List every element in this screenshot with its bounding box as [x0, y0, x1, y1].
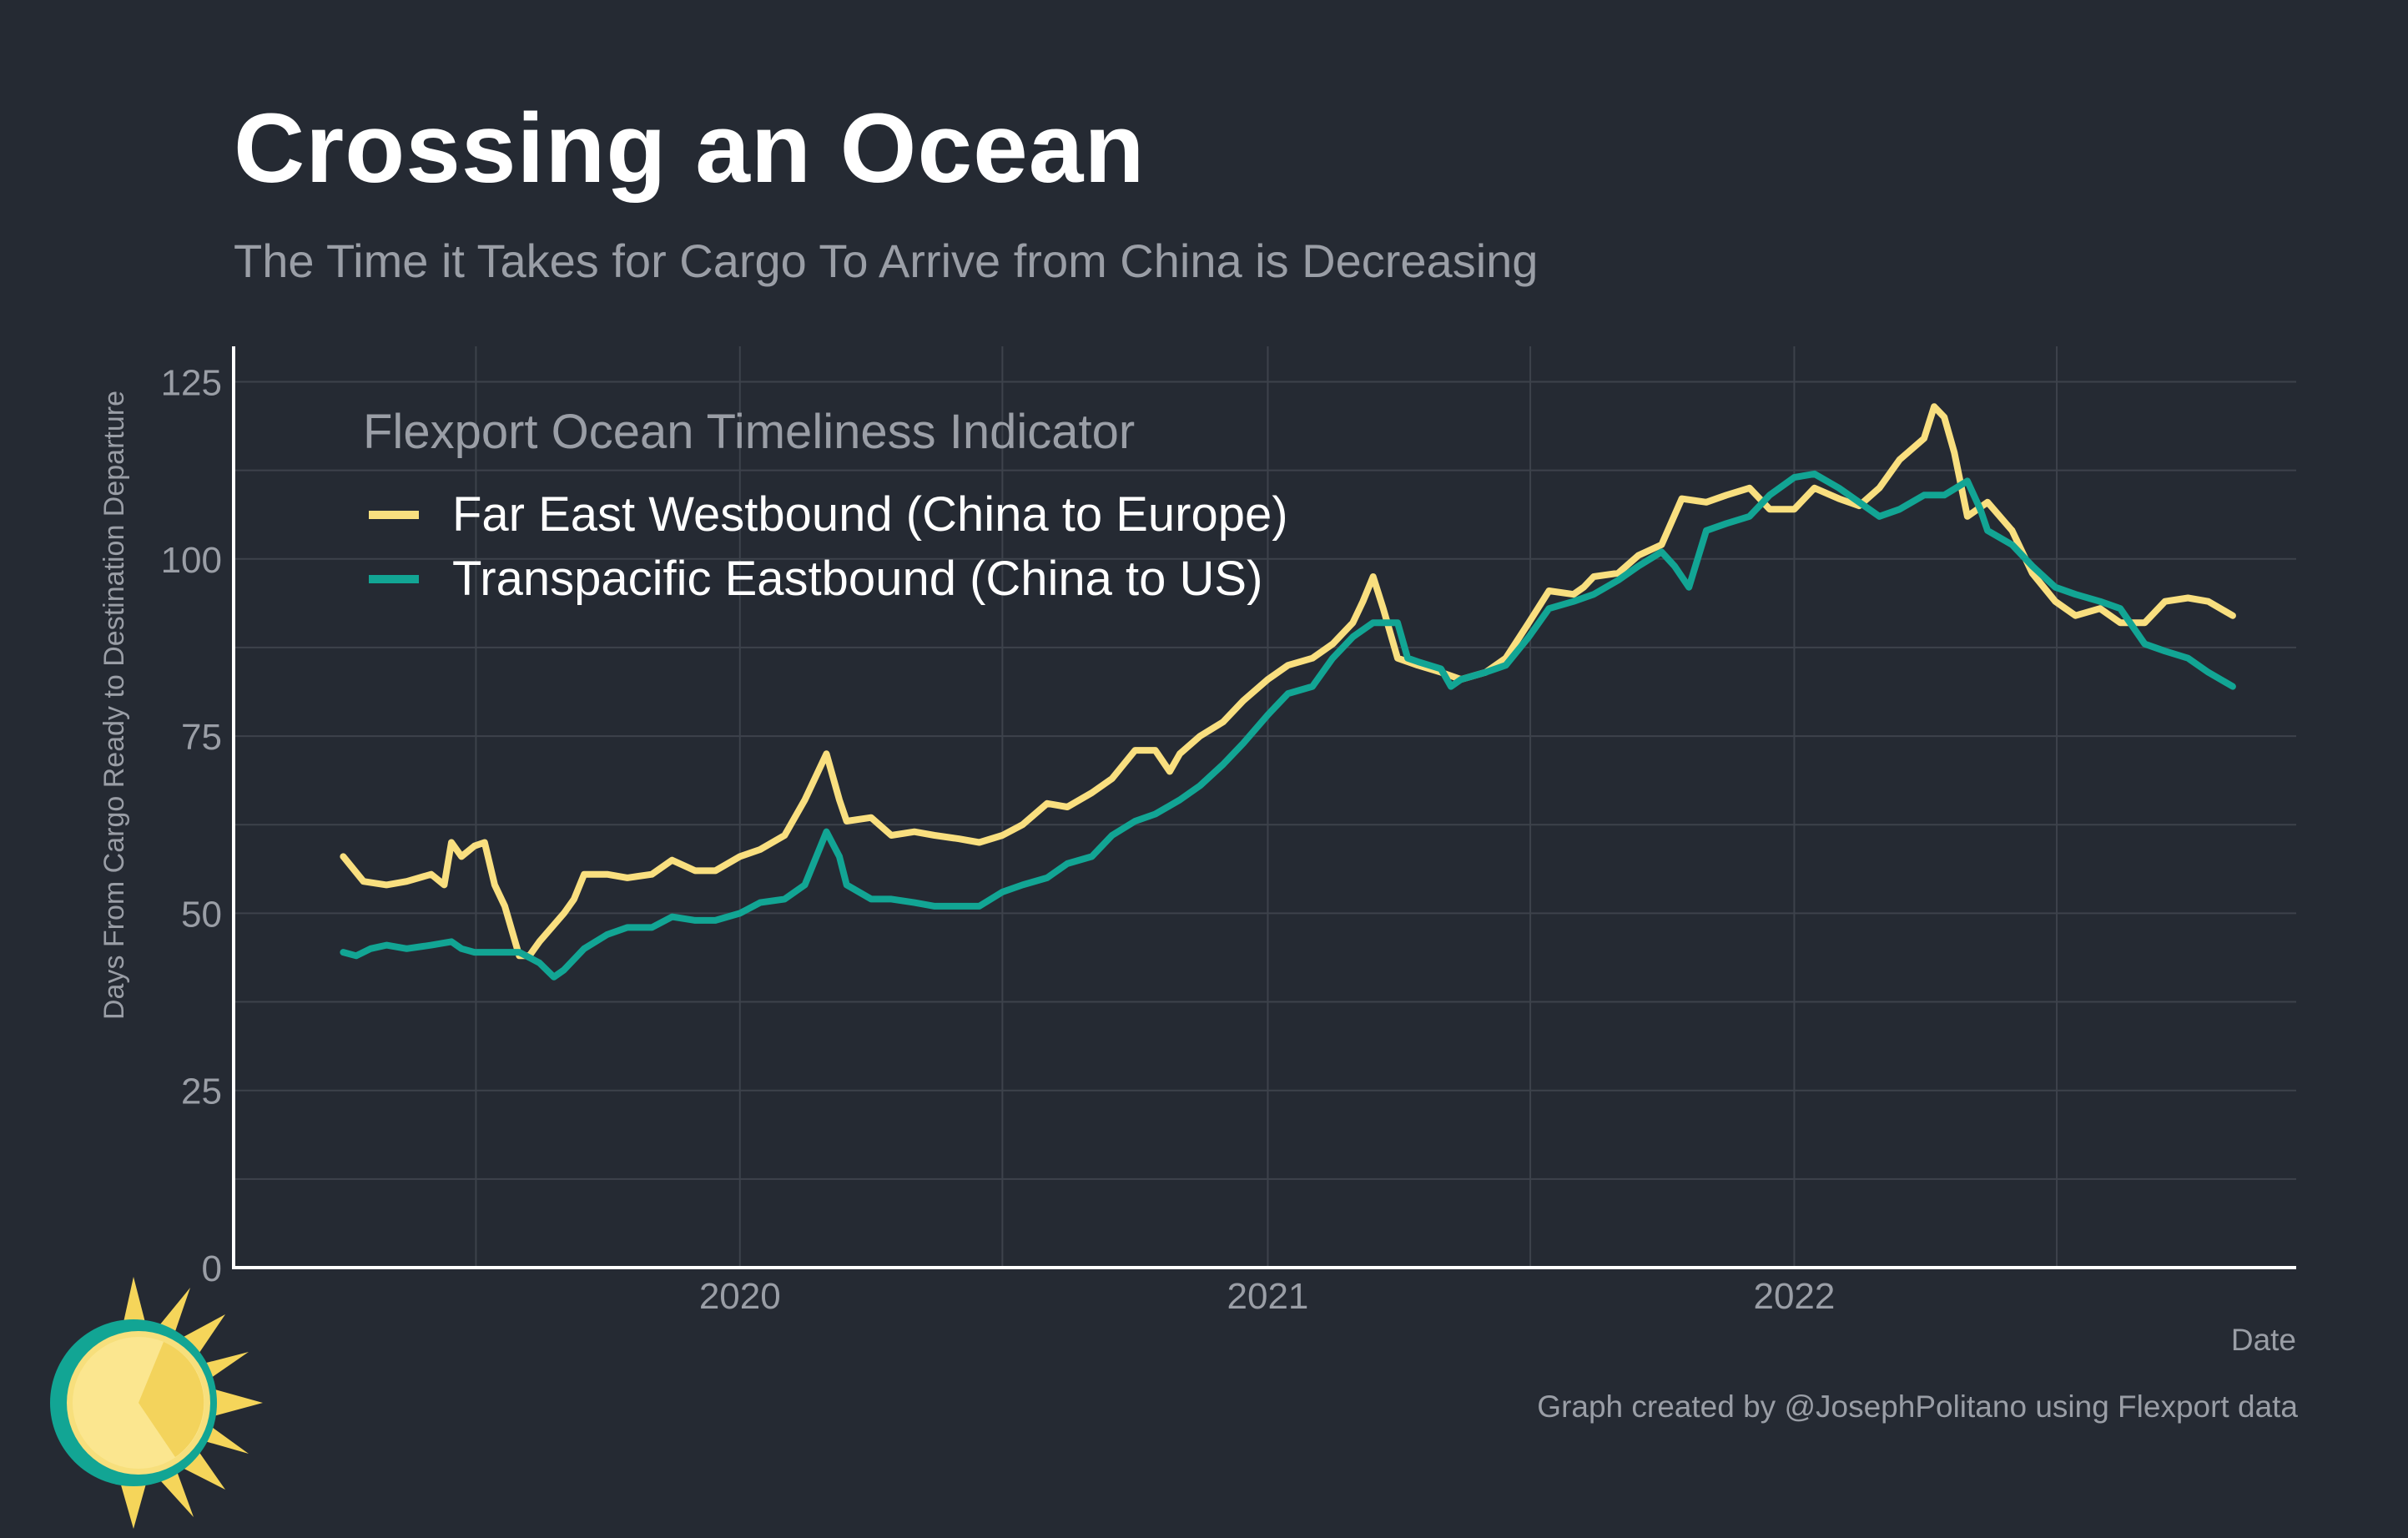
legend-label-transpacific-eastbound: Transpacific Eastbound (China to US) [452, 552, 1262, 606]
y-tick-label: 25 [181, 1072, 222, 1112]
series-line-transpacific-eastbound [340, 470, 2236, 981]
y-tick-label: 75 [181, 717, 222, 758]
legend-title: Flexport Ocean Timeliness Indicator [363, 405, 1135, 459]
chart-subtitle: The Time it Takes for Cargo To Arrive fr… [234, 234, 1539, 287]
x-tick-label: 2020 [699, 1276, 781, 1317]
axes [232, 346, 2296, 1269]
y-tick-label: 0 [202, 1248, 222, 1289]
x-tick-label: 2021 [1227, 1276, 1309, 1317]
legend: Flexport Ocean Timeliness Indicator Far … [363, 405, 1288, 606]
chart-title: Crossing an Ocean [234, 93, 1146, 204]
x-tick-label: 2022 [1753, 1276, 1835, 1317]
legend-label-far-east-westbound: Far East Westbound (China to Europe) [452, 487, 1288, 542]
y-axis-label: Days From Cargo Ready to Destination Dep… [98, 391, 130, 1020]
y-tick-label: 100 [161, 540, 222, 581]
y-tick-label: 125 [161, 362, 222, 403]
gridlines [234, 346, 2296, 1268]
sun-icon [50, 1277, 263, 1529]
source-caption: Graph created by @JosephPolitano using F… [1537, 1389, 2298, 1424]
y-tick-label: 50 [181, 894, 222, 935]
x-axis-label: Date [2231, 1323, 2296, 1357]
series-lines [340, 403, 2236, 981]
series-line-far-east-westbound [340, 403, 2236, 960]
tick-labels: 0 25 50 75 100 125 2020 2021 2022 [161, 362, 1836, 1317]
